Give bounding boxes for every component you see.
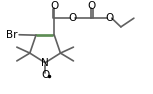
Text: O: O [87, 1, 95, 11]
Text: O: O [105, 13, 114, 23]
Text: N: N [41, 58, 49, 68]
Text: Br: Br [6, 30, 18, 40]
Text: O: O [69, 13, 77, 23]
Text: O: O [50, 1, 58, 11]
Text: O: O [41, 70, 49, 80]
